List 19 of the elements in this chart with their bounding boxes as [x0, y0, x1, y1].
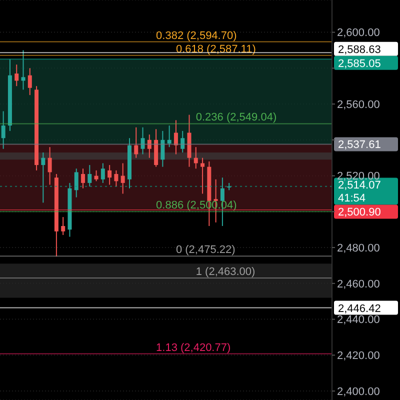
ref-line-label: 0.382 (2,594.70): [156, 30, 237, 42]
ref-line-label: 2,537.61: [338, 139, 381, 152]
y-tick-label: 2,460.00: [337, 278, 380, 290]
ref-line-label: 0 (2,475.22): [176, 244, 236, 256]
y-tick-label: 2,560.00: [337, 98, 380, 111]
ref-line-label: 2,588.63: [338, 44, 381, 56]
ref-line-label: 1.13 (2,420.77): [156, 342, 231, 354]
y-tick-label: 2,420.00: [337, 350, 380, 362]
ref-line-label: 2,585.05: [338, 58, 381, 70]
ref-line-label: 0.236 (2,549.04): [196, 112, 277, 124]
y-tick-label: 2,400.00: [337, 386, 380, 398]
ref-line-label: 2,446.42: [338, 302, 381, 315]
ref-line-label: 0.618 (2,587.11): [176, 43, 256, 56]
ref-line-label: 2,514.07 41:54: [338, 180, 381, 205]
y-tick-label: 2,600.00: [337, 27, 380, 40]
ref-line-label: 1 (2,463.00): [196, 266, 256, 278]
ref-line-label: 2,500.90: [338, 206, 381, 219]
y-tick-label: 2,480.00: [337, 242, 380, 254]
y-tick-label: 2,440.00: [337, 314, 380, 326]
